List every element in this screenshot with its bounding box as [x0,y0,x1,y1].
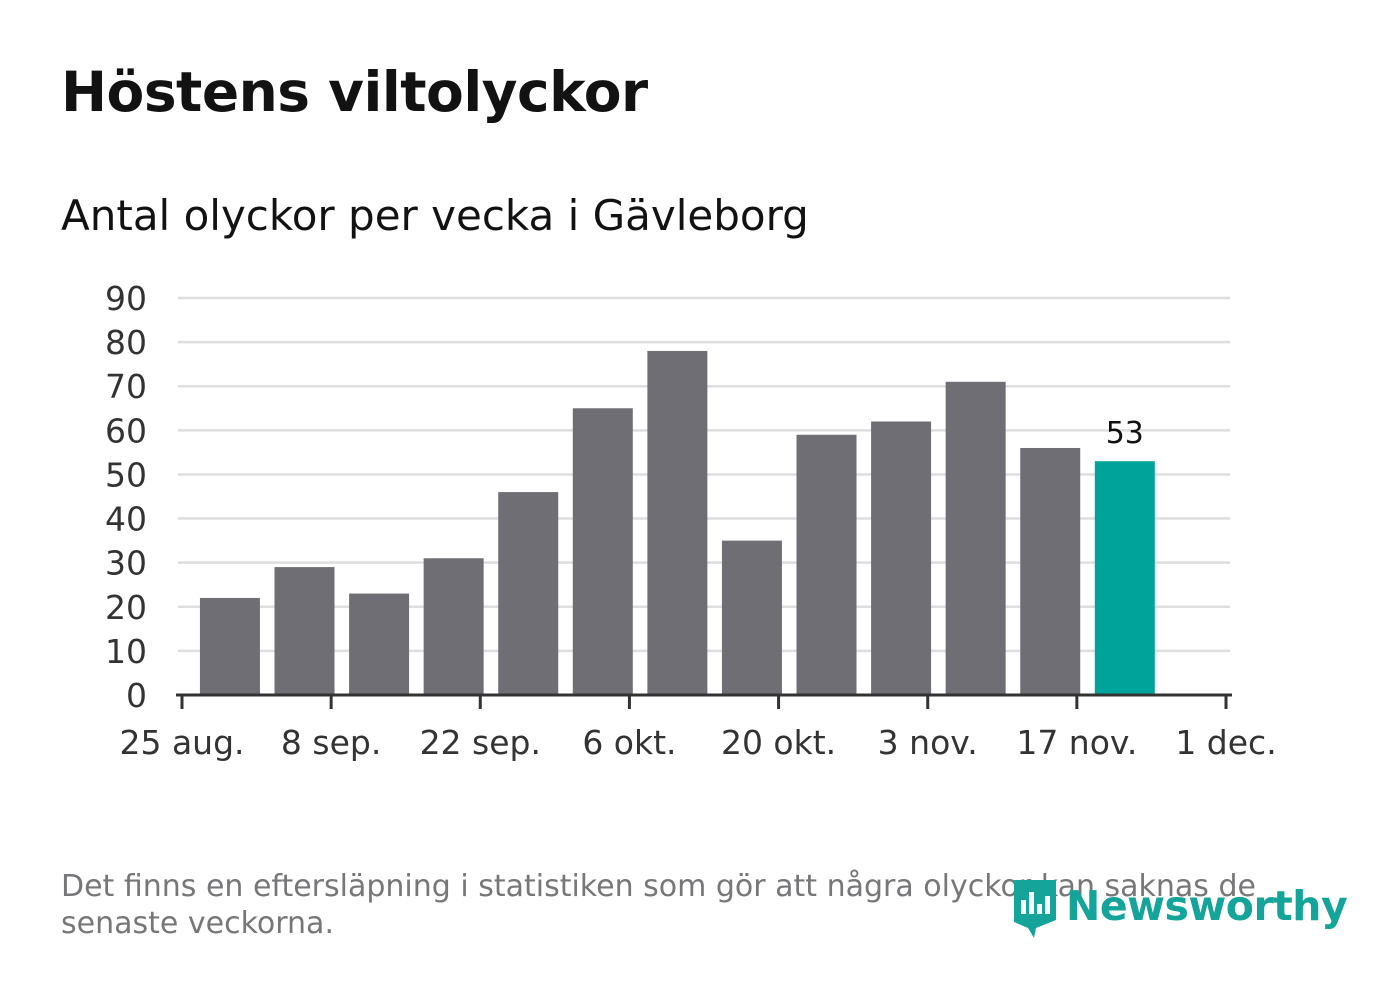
bar [274,567,335,695]
data-label: 53 [1106,416,1144,451]
bar [647,350,708,695]
x-tick-label: 6 okt. [582,723,676,762]
bar [349,593,410,695]
y-axis-labels: 0 10 20 30 40 50 60 70 80 90 [105,279,147,715]
bar-highlighted [1094,461,1155,695]
y-tick-label: 20 [105,588,147,627]
y-tick-label: 0 [126,676,147,715]
y-tick-label: 40 [105,500,147,539]
bar [945,381,1006,695]
bar-chart: 0 10 20 30 40 50 60 70 80 90 25 aug. 8 sep. 22 sep.… [105,279,1277,762]
chart-title: Höstens viltolyckor [61,60,648,124]
x-axis-labels: 25 aug. 8 sep. 22 sep. 6 okt. 20 okt. 3 nov. 1… [119,723,1276,762]
y-tick-label: 50 [105,455,147,494]
bar [423,558,484,695]
bar [572,408,633,695]
bar [199,597,260,695]
x-tick-label: 17 nov. [1016,723,1137,762]
bar [721,540,782,695]
newsworthy-logo: Newsworthy [1010,872,1348,940]
x-tick-label: 22 sep. [420,723,541,762]
chart-subtitle: Antal olyckor per vecka i Gävleborg [61,191,809,240]
x-tick-label: 20 okt. [721,723,836,762]
y-tick-label: 30 [105,544,147,583]
y-tick-label: 60 [105,411,147,450]
data-labels: 53 [1106,416,1144,451]
footnote: Det finns en eftersläpning i statistiken… [61,869,1256,941]
bar [796,434,857,695]
x-tick-label: 8 sep. [281,723,381,762]
y-tick-label: 10 [105,632,147,671]
bars [199,350,1155,695]
x-tick-label: 1 dec. [1175,723,1276,762]
bar [498,492,559,695]
y-tick-label: 70 [105,367,147,406]
y-tick-label: 80 [105,323,147,362]
x-axis [176,693,1232,709]
y-tick-label: 90 [105,279,147,318]
bar [871,421,932,695]
x-tick-label: 3 nov. [878,723,978,762]
bar [1020,447,1081,695]
x-tick-label: 25 aug. [119,723,244,762]
newsworthy-wordmark: Newsworthy [1066,882,1348,930]
newsworthy-logo-icon [1014,880,1056,938]
